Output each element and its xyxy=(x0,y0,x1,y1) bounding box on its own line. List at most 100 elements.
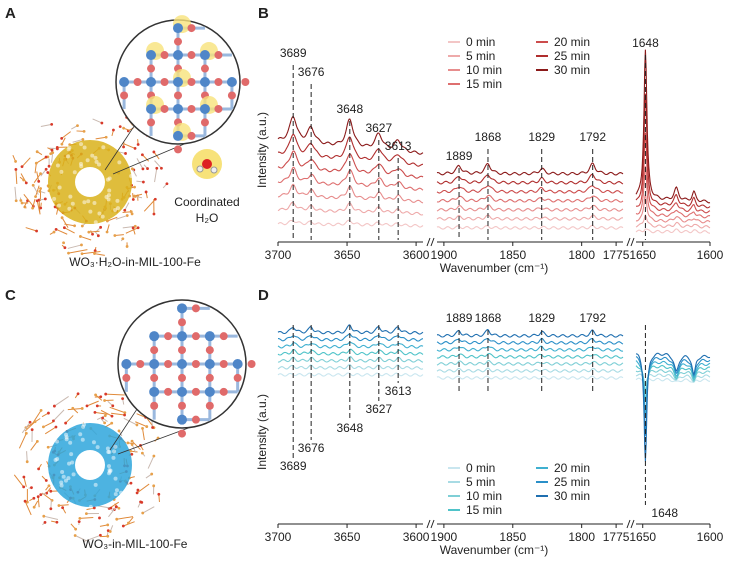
framework-atom xyxy=(97,234,100,237)
framework-atom xyxy=(74,534,77,537)
framework-bond xyxy=(62,132,71,139)
framework-atom xyxy=(105,136,108,139)
cage-atom xyxy=(97,163,101,167)
framework-atom xyxy=(78,520,81,523)
cage-atom xyxy=(113,208,117,212)
framework-atom xyxy=(99,226,102,229)
framework-atom xyxy=(136,492,139,495)
framework-atom xyxy=(83,130,86,133)
framework-bond xyxy=(89,231,100,232)
o-atom xyxy=(187,51,195,59)
y-axis-label: Intensity (a.u.) xyxy=(255,112,269,188)
framework-bond xyxy=(24,477,26,487)
framework-atom xyxy=(39,493,42,496)
legend-label: 15 min xyxy=(466,503,502,517)
framework-atom xyxy=(62,241,65,244)
framework-bond xyxy=(54,396,68,406)
w-atom xyxy=(146,104,156,114)
axis-break xyxy=(627,238,630,246)
framework-atom xyxy=(110,422,113,425)
o-atom xyxy=(178,346,186,354)
framework-atom xyxy=(131,443,134,446)
framework-atom xyxy=(152,455,155,458)
framework-atom xyxy=(14,160,17,163)
spectrum-trace xyxy=(437,215,623,220)
o-atom xyxy=(220,388,228,396)
framework-atom xyxy=(55,228,58,231)
w-atom xyxy=(146,50,156,60)
framework-atom xyxy=(35,162,38,165)
framework-atom xyxy=(32,497,35,500)
o-atom xyxy=(187,105,195,113)
framework-atom xyxy=(51,149,54,152)
cage-atom xyxy=(107,464,111,468)
cage-atom xyxy=(101,145,105,149)
spectrum-trace xyxy=(278,151,423,178)
axis-break xyxy=(431,520,434,528)
cage-atom xyxy=(72,472,76,476)
w-atom xyxy=(177,359,187,369)
cage-atom xyxy=(115,199,119,203)
framework-atom xyxy=(86,404,89,407)
y-axis-label: Intensity (a.u.) xyxy=(255,394,269,470)
framework-atom xyxy=(152,484,155,487)
framework-atom xyxy=(29,421,32,424)
cage-atom xyxy=(67,462,71,466)
framework-atom xyxy=(39,187,42,190)
o-atom xyxy=(136,360,144,368)
framework-bond xyxy=(96,137,107,139)
panel-letter: C xyxy=(5,287,16,304)
w-atom xyxy=(200,104,210,114)
framework-atom xyxy=(42,515,45,518)
framework-bond xyxy=(69,250,88,254)
cage-atom xyxy=(67,207,71,211)
framework-atom xyxy=(157,493,160,496)
framework-atom xyxy=(48,484,51,487)
cage-atom xyxy=(55,440,59,444)
framework-bond xyxy=(27,451,28,461)
framework-bond xyxy=(64,228,74,233)
h-atom xyxy=(211,167,217,173)
peak-label: 3648 xyxy=(336,102,363,116)
o-atom xyxy=(201,118,209,126)
framework-bond xyxy=(19,433,26,448)
o-atom xyxy=(178,402,186,410)
framework-atom xyxy=(132,198,135,201)
x-tick-label: 3700 xyxy=(265,530,292,544)
cage-atom xyxy=(82,200,86,204)
framework-bond xyxy=(38,497,39,508)
framework-atom xyxy=(55,426,58,429)
cage-atom xyxy=(79,142,83,146)
legend-label: 10 min xyxy=(466,63,502,77)
framework-atom xyxy=(39,207,42,210)
cage-atom xyxy=(97,212,101,216)
x-tick-label: 1650 xyxy=(629,248,656,262)
framework-atom xyxy=(123,209,126,212)
peak-label: 3627 xyxy=(365,121,392,135)
cage-atom xyxy=(114,492,118,496)
framework-atom xyxy=(130,210,133,213)
o-atom xyxy=(214,51,222,59)
cage-atom xyxy=(82,423,86,427)
x-tick-label: 1800 xyxy=(568,530,595,544)
o-atom xyxy=(161,78,169,86)
framework-atom xyxy=(126,441,129,444)
spectrum-trace xyxy=(278,220,423,227)
cage-atom xyxy=(67,147,71,151)
cage-atom xyxy=(79,164,83,168)
cage-atom xyxy=(66,154,70,158)
framework-atom xyxy=(37,495,40,498)
cage-atom xyxy=(111,456,115,460)
o-atom xyxy=(164,388,172,396)
o-atom xyxy=(192,388,200,396)
framework-atom xyxy=(122,127,125,130)
framework-atom xyxy=(47,412,50,415)
framework-bond xyxy=(14,475,23,487)
framework-atom xyxy=(106,231,109,234)
framework-atom xyxy=(39,172,42,175)
spectrum-trace xyxy=(278,357,423,363)
cage-atom xyxy=(94,156,98,160)
framework-atom xyxy=(56,521,59,524)
framework-atom xyxy=(31,428,34,431)
